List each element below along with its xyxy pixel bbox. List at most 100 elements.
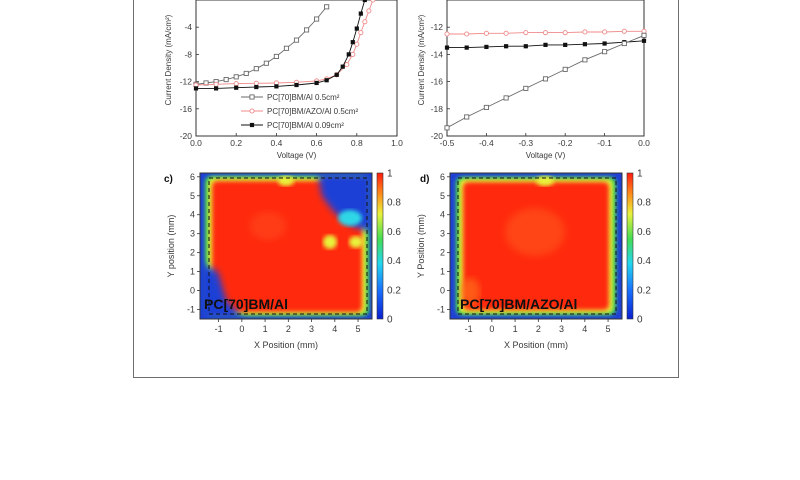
panel-b-data-point bbox=[542, 30, 549, 36]
panel-b-data-point bbox=[562, 30, 568, 36]
panel-a-data-point bbox=[233, 81, 239, 87]
panel-a-data-point bbox=[214, 86, 219, 91]
panel-c-colorbar-tick-label: 0.8 bbox=[387, 198, 401, 209]
panel-b-data-point bbox=[523, 85, 529, 91]
panel-c-y-tick-label: -1 bbox=[187, 305, 195, 315]
panel-c-x-tick-label: 3 bbox=[309, 324, 314, 334]
panel-b-data-point bbox=[602, 29, 608, 35]
panel-d-y-tick-label: 0 bbox=[440, 286, 445, 296]
panel-b-y-tick-label: -18 bbox=[431, 104, 444, 114]
panel-a-legend-marker bbox=[249, 108, 255, 114]
panel-b-x-tick-label: -0.2 bbox=[558, 138, 573, 148]
panel-c-y-tick-label: 6 bbox=[190, 172, 195, 182]
panel-a-data-point bbox=[324, 4, 330, 10]
panel-c-x-axis-label: X Position (mm) bbox=[254, 340, 318, 350]
panel-b-series-0 bbox=[444, 28, 647, 37]
panel-b-y-tick-label: -16 bbox=[431, 77, 444, 87]
panel-a-data-point bbox=[294, 82, 299, 88]
panel-c-colorbar bbox=[376, 172, 384, 320]
panel-c-x-tick-label: 1 bbox=[263, 324, 268, 334]
panel-b-data-point bbox=[641, 32, 647, 38]
panel-d-letter: d) bbox=[420, 174, 430, 185]
panel-b-x-axis-label: Voltage (V) bbox=[526, 151, 566, 160]
panel-a-data-point bbox=[254, 84, 259, 90]
panel-c-device-label: PC[70]BM/Al bbox=[204, 296, 289, 312]
panel-a-data-point bbox=[350, 40, 355, 45]
panel-b-jv-chart: -0.5 -0.4 -0.3 -0.2 -0.1 0.0 -12 -14 -16 -18 -20 Vo… bbox=[417, 0, 650, 160]
panel-a-x-axis-label: Voltage (V) bbox=[277, 151, 317, 160]
panel-a-x-tick-label: 1.0 bbox=[391, 138, 403, 148]
panel-a-data-point bbox=[213, 81, 219, 87]
panel-b-y-tick-label: -20 bbox=[431, 131, 444, 141]
panel-a-data-point bbox=[283, 45, 290, 51]
panel-c-map-image bbox=[200, 173, 372, 319]
panel-b-data-point bbox=[562, 66, 568, 72]
panel-b-x-tick-label: -0.3 bbox=[518, 138, 533, 148]
panel-b-data-point bbox=[464, 45, 469, 50]
panel-a-series-2 bbox=[193, 0, 367, 91]
panel-b-data-point bbox=[483, 104, 489, 110]
panel-a-x-tick-label: 0.0 bbox=[190, 138, 202, 148]
panel-a-legend-entry: PC[70]BM/Al 0.5cm² bbox=[267, 93, 340, 102]
panel-b-data-point bbox=[602, 41, 607, 46]
panel-a-data-point bbox=[314, 80, 319, 86]
panel-d-x-tick-label: -1 bbox=[465, 324, 473, 334]
panel-a-legend-entry: PC[70]BM/AZO/Al 0.5cm² bbox=[267, 107, 358, 116]
panel-b-data-point bbox=[483, 30, 489, 36]
panel-a-series-0 bbox=[193, 4, 330, 87]
panel-d-x-tick-label: 2 bbox=[536, 324, 541, 334]
panel-d-device-label: PC[70]BM/AZO/Al bbox=[460, 296, 578, 312]
panel-c-letter: c) bbox=[164, 174, 173, 185]
panel-a-x-tick-label: 0.2 bbox=[230, 138, 242, 148]
panel-a-data-point bbox=[370, 0, 376, 3]
panel-a-data-point bbox=[358, 30, 364, 36]
panel-d-x-axis-label: X Position (mm) bbox=[504, 340, 568, 350]
panel-a-data-point bbox=[358, 11, 363, 16]
panel-a-y-tick-label: -4 bbox=[184, 22, 192, 32]
panel-a-legend-entry: PC[70]BM/Al 0.09cm² bbox=[267, 121, 344, 130]
panel-b-data-point bbox=[602, 49, 608, 55]
panel-a-y-tick-label: -20 bbox=[180, 131, 193, 141]
panel-b-data-point bbox=[542, 76, 549, 82]
panel-d-y-tick-label: 5 bbox=[440, 191, 445, 201]
panel-c-y-tick-label: 1 bbox=[190, 267, 195, 277]
panel-a-data-point bbox=[346, 52, 351, 57]
panel-d-plot-frame bbox=[449, 172, 623, 320]
panel-b-data-point bbox=[582, 29, 588, 35]
panel-b-data-point bbox=[484, 44, 489, 50]
panel-c-plot-frame bbox=[199, 172, 373, 320]
panel-a-x-tick-label: 0.8 bbox=[351, 138, 363, 148]
panel-d-active-area-outline bbox=[457, 177, 617, 315]
panel-d-y-axis-label: Y Position (mm) bbox=[416, 214, 426, 278]
panel-d-map-image bbox=[450, 173, 622, 319]
panel-b-y-tick-label: -14 bbox=[431, 49, 444, 59]
panel-b-x-tick-label: -0.5 bbox=[440, 138, 455, 148]
panel-b-data-point bbox=[523, 44, 528, 49]
panel-b-data-point bbox=[523, 30, 529, 36]
panel-d-x-tick-label: 1 bbox=[513, 324, 518, 334]
panel-a-data-point bbox=[366, 8, 372, 14]
panel-d-y-tick-label: 4 bbox=[440, 210, 445, 220]
panel-a-data-point bbox=[274, 84, 279, 89]
panel-a-data-point bbox=[314, 16, 320, 22]
panel-c-heatmap: -1 0 1 2 3 4 5 -1 0 1 2 3 4 5 6 X Position (mm) Y positi… bbox=[166, 169, 401, 351]
panel-b-data-point bbox=[621, 40, 627, 47]
panel-b-y-tick-label: -12 bbox=[431, 22, 444, 32]
panel-b-data-point bbox=[504, 44, 509, 49]
panel-d-colorbar-tick-label: 1 bbox=[637, 169, 643, 180]
panel-c-x-tick-label: -1 bbox=[215, 324, 223, 334]
panel-b-data-point bbox=[621, 28, 627, 34]
panel-c-y-tick-label: 5 bbox=[190, 191, 195, 201]
panel-d-colorbar bbox=[626, 172, 634, 320]
panel-c-colorbar-tick-label: 0 bbox=[387, 315, 393, 326]
panel-a-data-point bbox=[263, 60, 269, 66]
panel-c-y-axis-label: Y position (mm) bbox=[166, 215, 176, 278]
panel-a-y-tick-label: -8 bbox=[184, 49, 192, 59]
panel-a-data-point bbox=[354, 26, 359, 31]
panel-d-x-tick-label: 4 bbox=[582, 324, 587, 334]
panel-b-data-point bbox=[444, 125, 450, 131]
panel-c-x-tick-label: 5 bbox=[356, 324, 361, 334]
panel-a-y-axis-label: Current Density (mA/cm²) bbox=[164, 14, 173, 105]
panel-b-x-tick-label: 0.0 bbox=[638, 138, 650, 148]
